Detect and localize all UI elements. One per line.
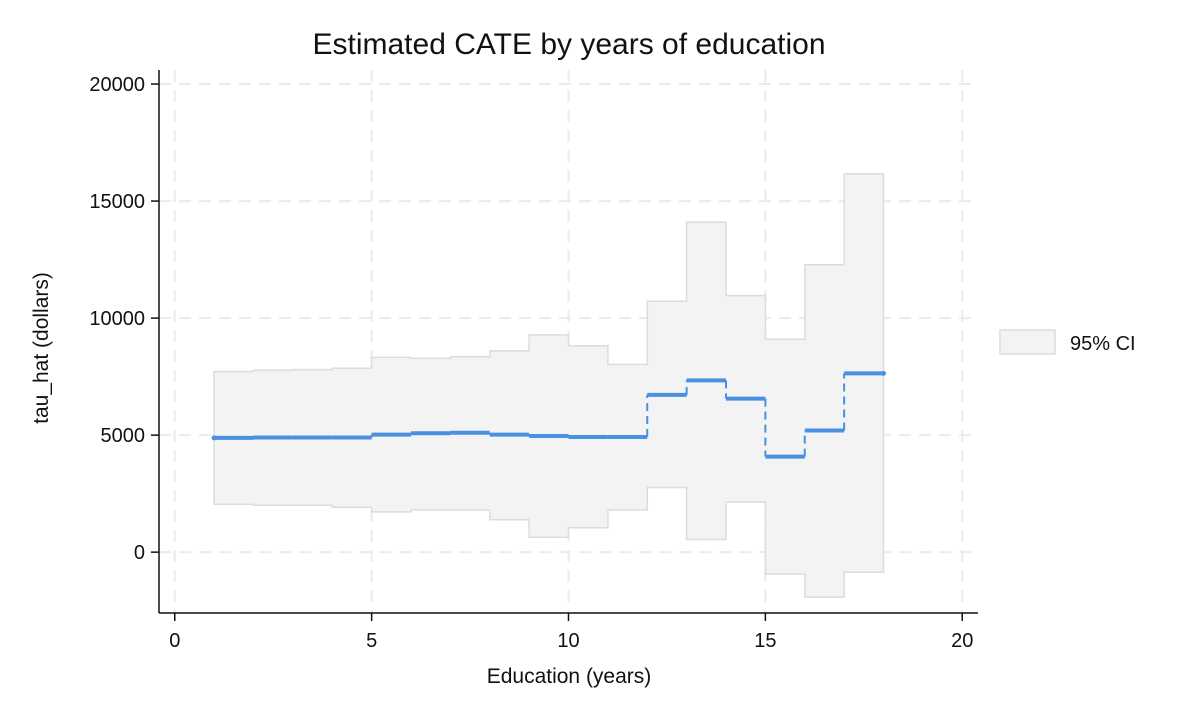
ci-band: [213, 173, 885, 598]
x-axis-ticks: 0 5 10 15 20: [169, 613, 973, 652]
y-tick-label: 10000: [89, 308, 145, 330]
y-tick-label: 0: [134, 542, 145, 564]
x-tick-label: 5: [366, 630, 377, 652]
legend: 95% CI: [999, 329, 1136, 355]
y-tick-label: 15000: [89, 191, 145, 213]
estimate-line-layer: [211, 370, 886, 459]
legend-swatch-ci: [999, 329, 1056, 355]
chart-title: Estimated CATE by years of education: [312, 28, 825, 61]
x-tick-label: 0: [169, 630, 180, 652]
y-axis-ticks: 0 5000 10000 15000 20000: [89, 74, 159, 564]
estimate-start-point: [211, 435, 217, 441]
x-tick-label: 10: [557, 630, 579, 652]
legend-label-ci: 95% CI: [1070, 333, 1136, 355]
y-tick-label: 20000: [89, 74, 145, 96]
y-axis-label: tau_hat (dollars): [30, 272, 53, 424]
x-tick-label: 20: [951, 630, 973, 652]
estimate-end-point: [881, 370, 886, 376]
y-tick-label: 5000: [101, 425, 146, 447]
x-axis-label: Education (years): [487, 665, 652, 688]
x-tick-label: 15: [754, 630, 776, 652]
ci-band-layer: [213, 173, 885, 598]
